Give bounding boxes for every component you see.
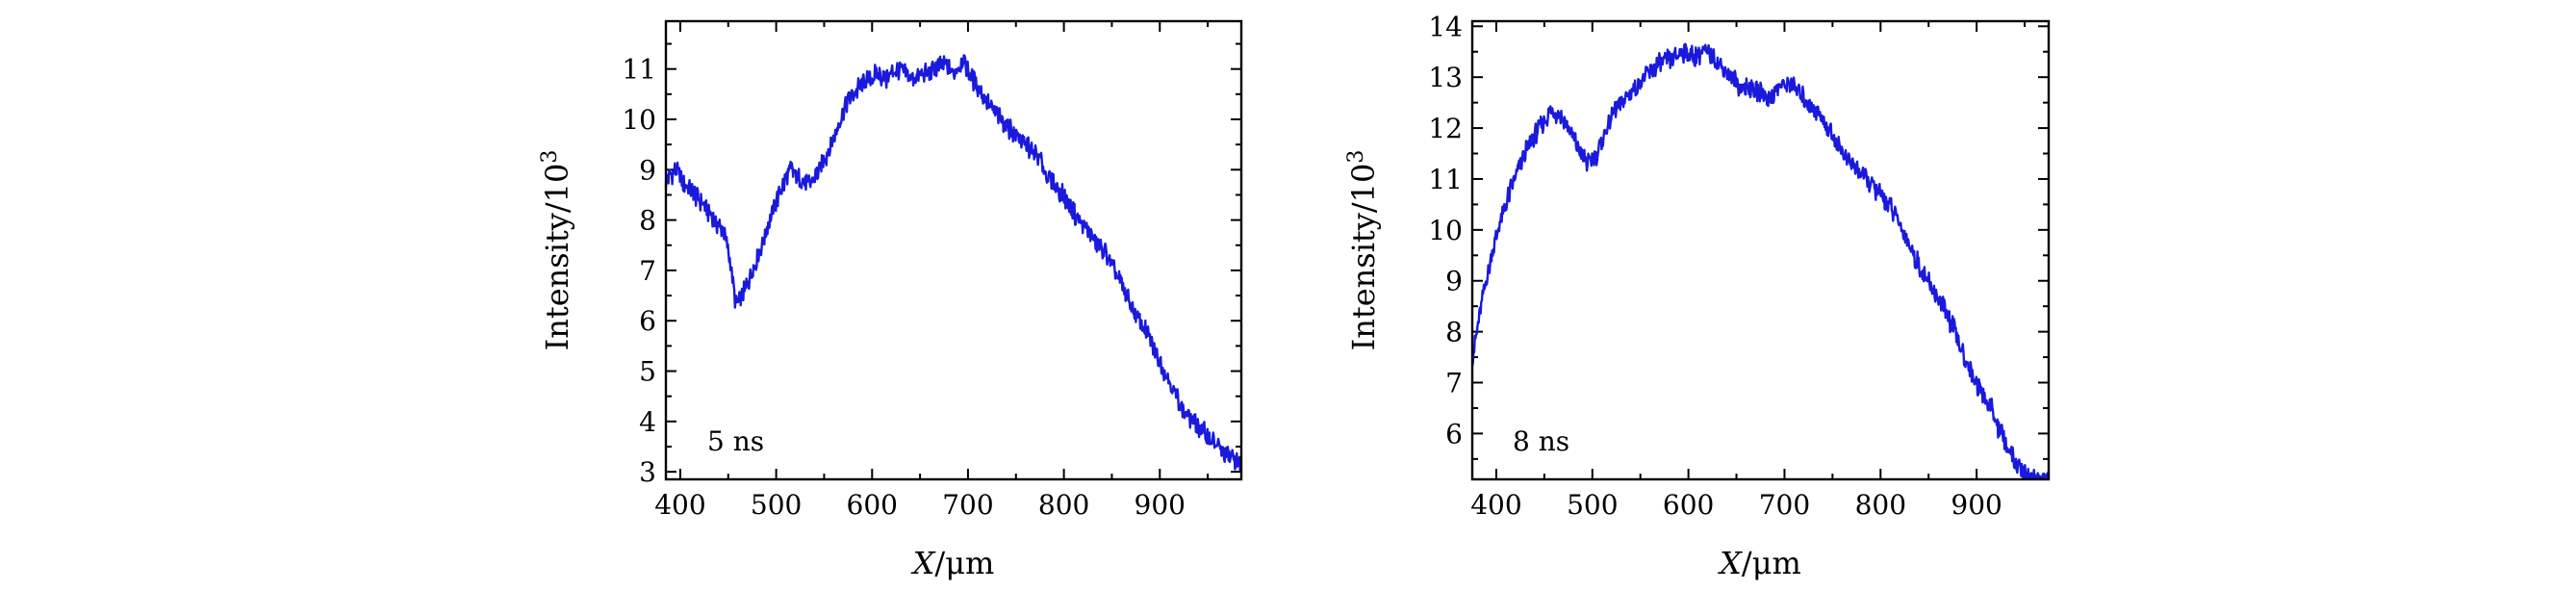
plot-frame-left xyxy=(664,19,1243,481)
x-tick-label: 500 xyxy=(751,489,802,521)
x-tick-label: 600 xyxy=(847,489,898,521)
y-axis-exponent-left: 3 xyxy=(538,150,562,164)
y-tick-label: 12 xyxy=(1428,113,1463,144)
y-axis-title-right: Intensity/103 xyxy=(1344,150,1382,351)
panel-annotation-5ns: 5 ns xyxy=(707,425,764,457)
x-tick-label: 900 xyxy=(1951,489,2002,521)
x-axis-unit-left: /μm xyxy=(934,545,994,581)
intensity-series-line-5ns xyxy=(664,54,1243,473)
y-tick-label: 11 xyxy=(622,54,656,86)
x-tick-label: 400 xyxy=(654,489,705,521)
chart-panel-right: 400 500 600 700 800 900 6 7 8 9 10 11 12 13 14 8 ns X/… xyxy=(1344,11,2051,581)
x-tick-label: 900 xyxy=(1135,489,1186,521)
x-axis-title-right: X/μm xyxy=(1717,545,1801,581)
y-tick-label: 9 xyxy=(639,154,656,186)
y-tick-label: 5 xyxy=(639,356,656,388)
x-tick-label: 700 xyxy=(942,489,993,521)
x-axis-unit-right: /μm xyxy=(1742,545,1801,581)
y-tick-label: 13 xyxy=(1428,62,1463,93)
panel-annotation-8ns: 8 ns xyxy=(1513,425,1569,457)
x-axis-title-left: X/μm xyxy=(910,545,995,581)
tick-labels-left: 400 500 600 700 800 900 3 4 5 6 7 8 9 10 11 xyxy=(622,54,1186,521)
y-axis-label-left: Intensity/10 xyxy=(539,164,575,351)
y-tick-label: 8 xyxy=(1445,317,1463,348)
y-tick-label: 4 xyxy=(639,406,656,438)
x-tick-label: 800 xyxy=(1855,489,1906,521)
y-tick-label: 7 xyxy=(639,255,656,287)
y-axis-label-right: Intensity/10 xyxy=(1345,164,1382,351)
plot-frame-right xyxy=(1470,19,2051,481)
y-tick-label: 9 xyxy=(1445,266,1463,297)
y-axis-title-left: Intensity/103 xyxy=(538,150,575,351)
x-tick-label: 600 xyxy=(1663,489,1714,521)
tick-labels-right: 400 500 600 700 800 900 6 7 8 9 10 11 12 13 14 xyxy=(1428,11,2002,521)
y-tick-label: 7 xyxy=(1445,368,1463,399)
x-tick-label: 800 xyxy=(1038,489,1089,521)
intensity-series-line-8ns xyxy=(1470,42,2051,480)
y-tick-label: 14 xyxy=(1428,11,1463,42)
y-tick-label: 6 xyxy=(1445,418,1463,450)
y-tick-label: 6 xyxy=(639,305,656,337)
y-axis-exponent-right: 3 xyxy=(1344,150,1368,164)
y-tick-label: 8 xyxy=(639,205,656,237)
y-tick-label: 10 xyxy=(622,104,656,136)
y-tick-label: 3 xyxy=(639,456,656,488)
x-axis-variable-left: X xyxy=(910,545,936,581)
x-tick-label: 400 xyxy=(1470,489,1521,521)
y-tick-label: 11 xyxy=(1428,164,1463,195)
y-tick-label: 10 xyxy=(1428,215,1463,246)
x-tick-label: 700 xyxy=(1759,489,1810,521)
x-axis-variable-right: X xyxy=(1717,545,1743,581)
x-tick-label: 500 xyxy=(1567,489,1618,521)
